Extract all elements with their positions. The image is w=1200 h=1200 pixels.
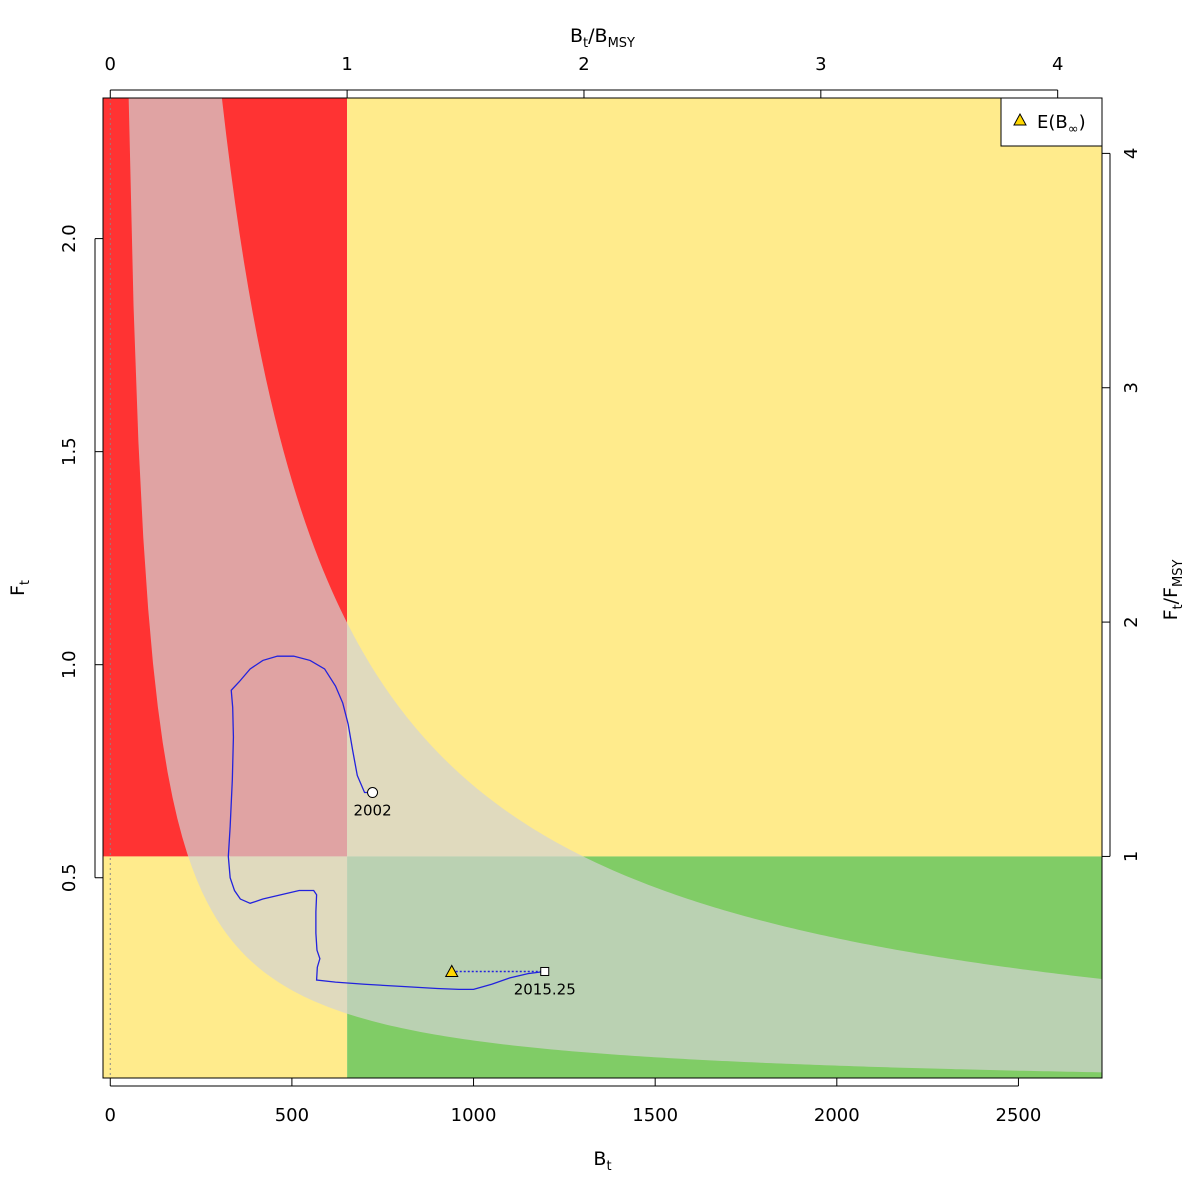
- x-axis-title-sub: t: [606, 1159, 611, 1174]
- yellow-zone-top-right: [347, 98, 1102, 857]
- x-axis-title-main: B: [593, 1148, 606, 1170]
- right-axis-title-slash: /: [1160, 597, 1182, 604]
- right-axis-title-sub2: MSY: [1171, 560, 1186, 587]
- plot-frame: [102, 97, 1103, 1079]
- msy-confidence-band: [128, 98, 1102, 1073]
- legend-label-sub: ∞: [1068, 122, 1079, 137]
- x-axis-tick-label: 1500: [632, 1105, 678, 1126]
- legend-label-close: ): [1079, 112, 1086, 133]
- msy-band-polygon: [128, 98, 1102, 1073]
- x-axis-tick-label: 2500: [996, 1105, 1042, 1126]
- y-axis-title-main: F: [7, 585, 29, 596]
- legend-label-main: E(B: [1037, 112, 1068, 133]
- right-axis-tick-label: 4: [1121, 148, 1142, 159]
- top-axis-title-sub: t: [583, 36, 588, 51]
- trajectory-layer: [109, 98, 550, 1078]
- top-axis-title-main: B: [570, 25, 583, 47]
- start-point-marker: [367, 787, 379, 799]
- top-axis-title-sub2: MSY: [608, 36, 635, 51]
- x-axis-title: Bt: [593, 1148, 611, 1174]
- top-axis-title: Bt/BMSY: [570, 25, 635, 51]
- right-axis-tick-label: 2: [1121, 616, 1142, 627]
- x-axis-tick-label: 1000: [451, 1105, 497, 1126]
- y-axis-title: Ft: [7, 580, 33, 596]
- right-axis-title: Ft/FMSY: [1160, 560, 1186, 621]
- equilibrium-triangle-marker: [444, 964, 459, 977]
- axes: 0 500 1000 1500 2000 2500 0.5 1.0 1.5 2.0 0 1 2 3 4 1 2 3…: [59, 54, 1142, 1126]
- top-axis-tick-label: 3: [815, 54, 826, 75]
- right-axis-title-main: F: [1160, 609, 1182, 620]
- top-axis-tick-label: 4: [1052, 54, 1063, 75]
- end-year-label: 2015.25: [514, 980, 576, 998]
- y-axis-tick-label: 0.5: [59, 863, 80, 892]
- right-axis-tick-label: 3: [1121, 382, 1142, 393]
- right-axis-title-sub: t: [1171, 604, 1186, 609]
- x-axis-tick-label: 0: [105, 1105, 116, 1126]
- legend-label: E(B∞): [1037, 112, 1086, 137]
- legend: E(B∞): [1000, 97, 1103, 147]
- end-point-marker: [540, 966, 550, 976]
- y-axis-tick-label: 1.5: [59, 437, 80, 466]
- start-year-label: 2002: [353, 802, 391, 820]
- top-axis-tick-label: 0: [105, 54, 116, 75]
- top-axis-tick-label: 1: [341, 54, 352, 75]
- management-zones: [103, 98, 1102, 1078]
- biomass-f-trajectory: [227, 655, 545, 991]
- y-axis-title-sub: t: [18, 580, 33, 585]
- right-axis-title-main2: F: [1160, 587, 1182, 598]
- right-axis-tick-label: 1: [1121, 851, 1142, 862]
- y-axis-tick-label: 1.0: [59, 650, 80, 679]
- legend-triangle-marker: [1013, 112, 1027, 126]
- top-axis-tick-label: 2: [578, 54, 589, 75]
- x-axis-tick-label: 2000: [814, 1105, 860, 1126]
- x-axis-tick-label: 500: [275, 1105, 309, 1126]
- top-axis-title-slash: /: [588, 25, 595, 47]
- top-axis-title-main2: B: [595, 25, 608, 47]
- y-axis-tick-label: 2.0: [59, 224, 80, 253]
